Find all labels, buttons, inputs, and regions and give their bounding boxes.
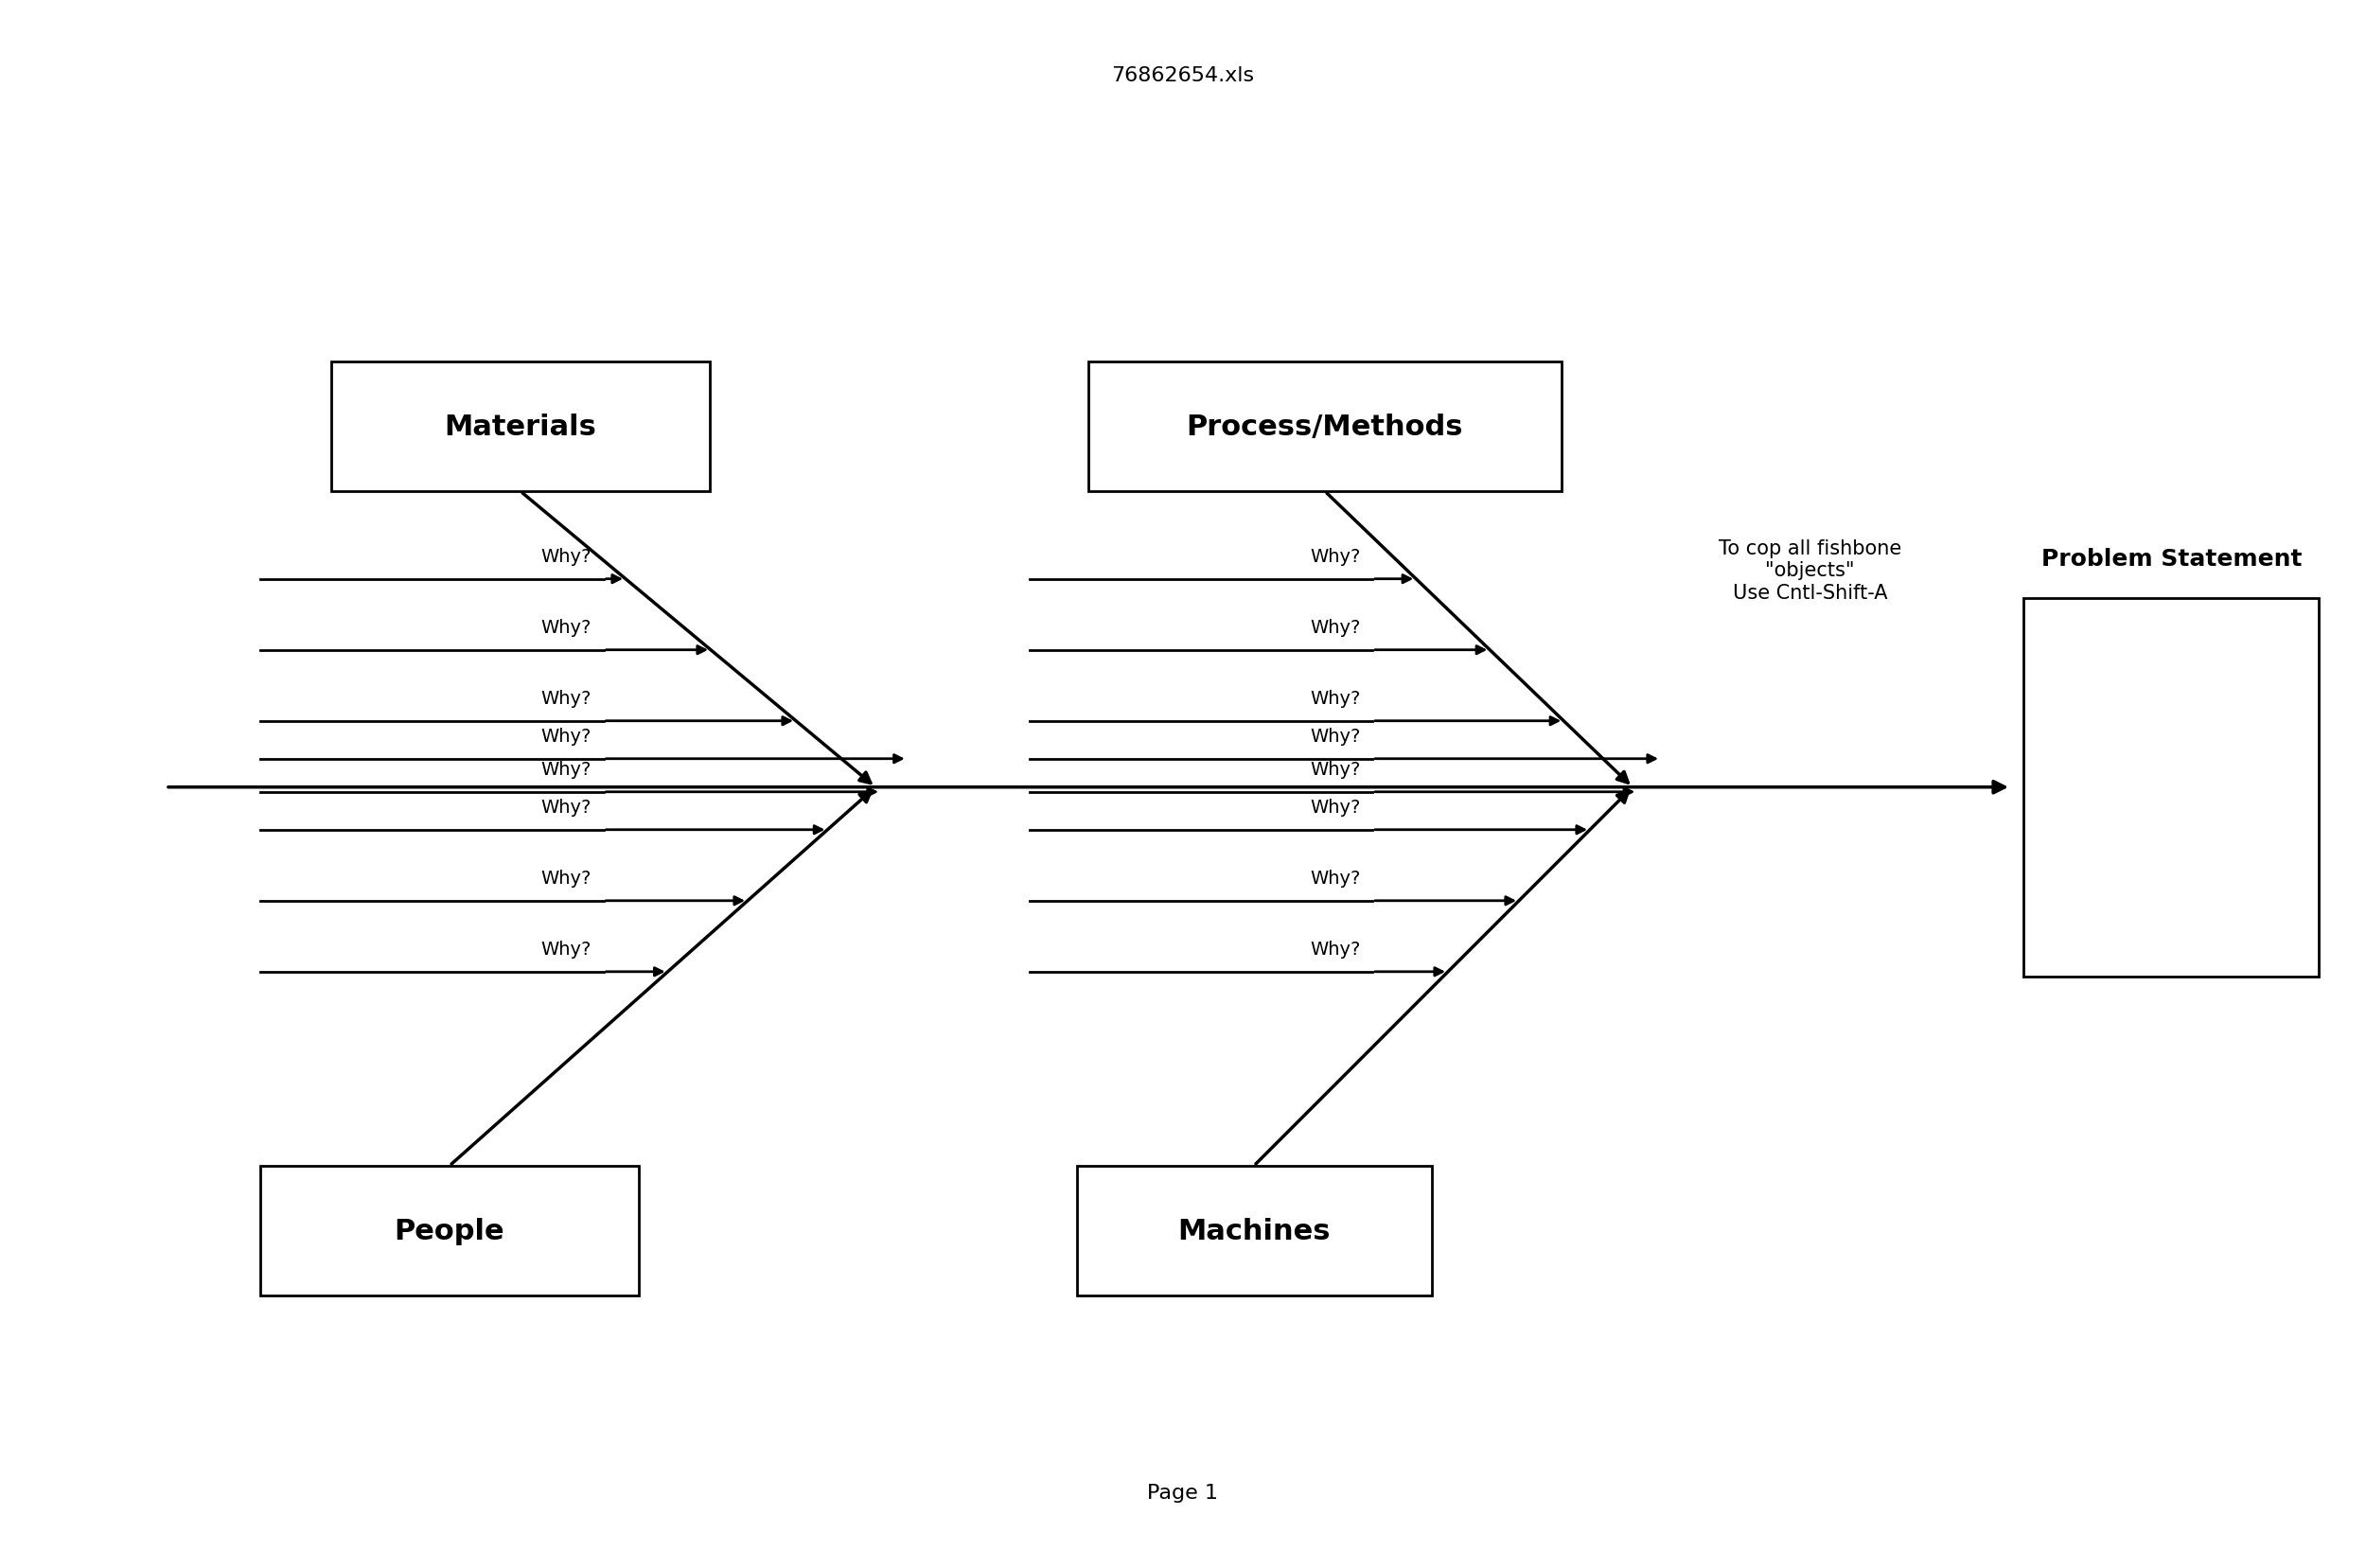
Text: Why?: Why? bbox=[1311, 618, 1360, 637]
Text: Why?: Why? bbox=[1311, 939, 1360, 958]
Text: Why?: Why? bbox=[1311, 869, 1360, 887]
Text: Why?: Why? bbox=[1311, 690, 1360, 707]
Bar bbox=[1077, 1167, 1431, 1297]
Text: People: People bbox=[395, 1217, 504, 1245]
Text: Why?: Why? bbox=[1311, 728, 1360, 745]
Text: Why?: Why? bbox=[542, 939, 592, 958]
Text: Why?: Why? bbox=[542, 690, 592, 707]
Bar bbox=[331, 362, 710, 492]
Text: Why?: Why? bbox=[542, 869, 592, 887]
Text: Why?: Why? bbox=[542, 798, 592, 815]
Text: Problem Statement: Problem Statement bbox=[2042, 547, 2302, 569]
Text: Machines: Machines bbox=[1178, 1217, 1330, 1245]
Text: 76862654.xls: 76862654.xls bbox=[1112, 66, 1254, 85]
Text: Process/Methods: Process/Methods bbox=[1188, 414, 1462, 441]
Text: Why?: Why? bbox=[1311, 798, 1360, 815]
Text: Why?: Why? bbox=[542, 760, 592, 778]
Bar bbox=[260, 1167, 639, 1297]
Bar bbox=[2023, 599, 2319, 977]
Text: Why?: Why? bbox=[1311, 760, 1360, 778]
Bar bbox=[1088, 362, 1562, 492]
Text: Why?: Why? bbox=[542, 728, 592, 745]
Text: Materials: Materials bbox=[445, 414, 596, 441]
Text: Page 1: Page 1 bbox=[1148, 1483, 1218, 1502]
Text: Why?: Why? bbox=[1311, 547, 1360, 564]
Text: To cop all fishbone
"objects"
Use Cntl-Shift-A: To cop all fishbone "objects" Use Cntl-S… bbox=[1718, 539, 1902, 602]
Text: Why?: Why? bbox=[542, 618, 592, 637]
Text: Why?: Why? bbox=[542, 547, 592, 564]
